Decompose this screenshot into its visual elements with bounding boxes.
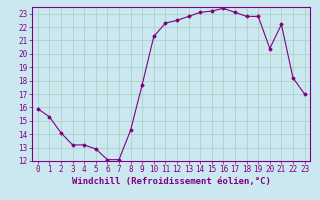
X-axis label: Windchill (Refroidissement éolien,°C): Windchill (Refroidissement éolien,°C) <box>72 177 271 186</box>
